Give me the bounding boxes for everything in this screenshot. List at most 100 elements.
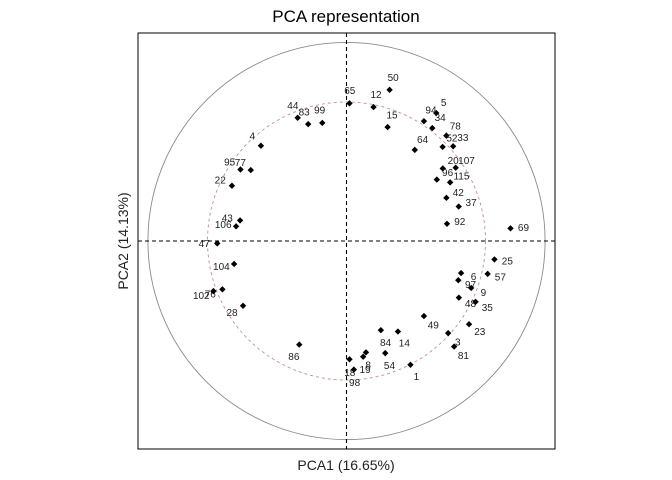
point-label-35: 35 (482, 303, 494, 314)
point-label-1: 1 (414, 372, 420, 383)
point-marker-106 (232, 223, 240, 230)
point-label-95: 95 (224, 158, 236, 169)
point-label-23: 23 (474, 327, 486, 338)
point-label-81: 81 (458, 351, 470, 362)
point-marker-43 (236, 217, 244, 224)
point-label-6: 6 (471, 272, 477, 283)
point-marker-25 (491, 256, 498, 263)
chart-title: PCA representation (272, 7, 419, 26)
point-marker-77 (247, 166, 254, 174)
point-label-9: 9 (481, 288, 487, 299)
point-marker-64 (411, 146, 419, 154)
point-label-22: 22 (215, 176, 227, 187)
point-marker-5 (433, 109, 440, 117)
point-marker-78 (443, 132, 450, 139)
point-marker-23 (465, 321, 473, 328)
point-label-19: 19 (359, 365, 371, 376)
point-marker-57 (484, 270, 491, 278)
point-label-104: 104 (213, 262, 230, 273)
point-label-5: 5 (441, 98, 447, 109)
point-label-102: 102 (193, 291, 210, 302)
point-marker-19 (359, 353, 367, 360)
point-label-54: 54 (384, 361, 396, 372)
point-label-52: 52 (446, 133, 458, 144)
point-label-20: 20 (448, 156, 460, 167)
point-marker-92 (443, 220, 451, 227)
point-label-106: 106 (215, 220, 232, 231)
point-label-77: 77 (235, 158, 247, 169)
point-label-12: 12 (371, 90, 383, 101)
point-label-48: 48 (465, 299, 477, 310)
point-marker-104 (230, 260, 238, 268)
point-label-98: 98 (349, 378, 361, 389)
y-axis-label: PCA2 (14.13%) (115, 192, 131, 289)
point-label-34: 34 (435, 113, 447, 124)
point-marker-65 (346, 100, 353, 107)
point-label-64: 64 (417, 135, 429, 146)
point-label-65: 65 (344, 86, 356, 97)
point-label-15: 15 (386, 110, 398, 121)
point-marker-102 (210, 287, 217, 295)
point-marker-9 (468, 284, 475, 292)
point-label-43: 43 (222, 213, 234, 224)
point-label-94: 94 (425, 106, 437, 117)
point-marker-81 (450, 343, 458, 350)
point-marker-47 (214, 240, 221, 247)
point-marker-54 (382, 349, 389, 357)
point-marker-22 (228, 182, 236, 189)
point-label-28: 28 (226, 308, 238, 319)
point-label-99: 99 (314, 106, 326, 117)
point-marker-69 (507, 225, 514, 232)
point-marker-14 (394, 328, 402, 335)
point-marker-33 (449, 143, 457, 150)
point-label-92: 92 (454, 217, 466, 228)
point-marker-52 (439, 143, 446, 151)
point-marker-35 (472, 298, 479, 306)
point-marker-4 (257, 142, 265, 149)
point-marker-44 (294, 114, 301, 121)
point-label-25: 25 (502, 257, 514, 268)
point-marker-49 (420, 312, 428, 320)
point-marker-95 (237, 166, 244, 173)
point-marker-15 (384, 123, 391, 131)
point-marker-28 (239, 302, 247, 309)
point-marker-50 (386, 86, 393, 94)
point-label-83: 83 (299, 107, 311, 118)
point-label-57: 57 (495, 272, 507, 283)
point-marker-37 (455, 203, 462, 210)
point-label-37: 37 (466, 198, 478, 209)
point-marker-97 (455, 277, 462, 284)
point-marker-48 (455, 294, 463, 301)
point-marker-83 (304, 120, 312, 128)
point-marker-3 (444, 329, 452, 337)
point-marker-8 (362, 349, 370, 356)
point-marker-20 (439, 165, 447, 172)
point-label-107: 107 (458, 156, 475, 167)
point-label-8: 8 (365, 361, 371, 372)
point-marker-42 (443, 194, 450, 202)
point-label-50: 50 (388, 73, 400, 84)
point-marker-84 (377, 326, 385, 334)
point-label-76: 76 (205, 290, 217, 301)
point-label-78: 78 (450, 122, 462, 133)
point-label-3: 3 (455, 337, 461, 348)
point-label-42: 42 (453, 188, 465, 199)
point-marker-98 (350, 366, 358, 373)
point-label-96: 96 (442, 168, 454, 179)
inner-circle (207, 101, 486, 381)
point-marker-18 (346, 356, 353, 363)
point-label-69: 69 (518, 223, 530, 234)
point-marker-6 (457, 269, 465, 277)
point-label-47: 47 (199, 239, 211, 250)
point-marker-94 (420, 117, 428, 125)
point-marker-115 (446, 179, 454, 186)
point-marker-1 (407, 361, 414, 369)
point-label-44: 44 (287, 101, 299, 112)
x-axis-label: PCA1 (16.65%) (297, 457, 394, 473)
point-label-18: 18 (344, 368, 356, 379)
point-label-33: 33 (457, 133, 469, 144)
point-label-115: 115 (453, 171, 469, 182)
point-label-4: 4 (249, 132, 255, 143)
